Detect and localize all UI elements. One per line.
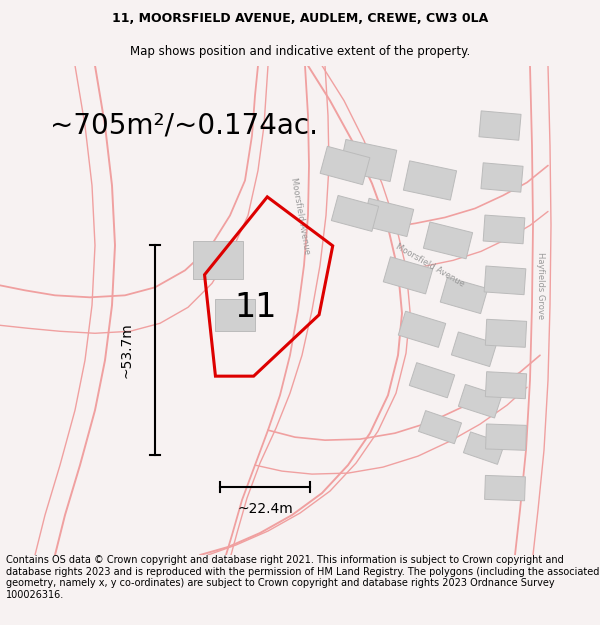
Text: ~53.7m: ~53.7m [120, 322, 134, 378]
Polygon shape [339, 139, 397, 181]
Polygon shape [479, 111, 521, 140]
Text: 11: 11 [234, 291, 277, 324]
Polygon shape [424, 222, 473, 259]
Polygon shape [485, 319, 527, 348]
Polygon shape [383, 257, 433, 294]
Text: ~22.4m: ~22.4m [237, 502, 293, 516]
Polygon shape [485, 424, 526, 451]
Polygon shape [403, 161, 457, 200]
Polygon shape [215, 299, 255, 331]
Text: Hayfields Grove: Hayfields Grove [536, 252, 545, 319]
Text: Moorsfield Avenue: Moorsfield Avenue [394, 242, 466, 289]
Polygon shape [331, 196, 379, 231]
Text: ~705m²/~0.174ac.: ~705m²/~0.174ac. [50, 111, 318, 139]
Polygon shape [485, 476, 526, 501]
Polygon shape [440, 277, 488, 314]
Polygon shape [458, 384, 502, 418]
Text: Contains OS data © Crown copyright and database right 2021. This information is : Contains OS data © Crown copyright and d… [6, 555, 599, 600]
Text: Moorsfield Avenue: Moorsfield Avenue [289, 176, 311, 254]
Text: Map shows position and indicative extent of the property.: Map shows position and indicative extent… [130, 45, 470, 58]
Polygon shape [418, 411, 461, 444]
Polygon shape [451, 332, 497, 367]
Text: 11, MOORSFIELD AVENUE, AUDLEM, CREWE, CW3 0LA: 11, MOORSFIELD AVENUE, AUDLEM, CREWE, CW… [112, 12, 488, 25]
Polygon shape [481, 162, 523, 192]
Polygon shape [193, 241, 243, 279]
Polygon shape [409, 362, 455, 398]
Polygon shape [485, 372, 527, 399]
Polygon shape [484, 266, 526, 295]
Polygon shape [398, 311, 446, 348]
Polygon shape [362, 198, 414, 236]
Polygon shape [483, 215, 525, 244]
Polygon shape [463, 432, 505, 464]
Polygon shape [320, 146, 370, 185]
